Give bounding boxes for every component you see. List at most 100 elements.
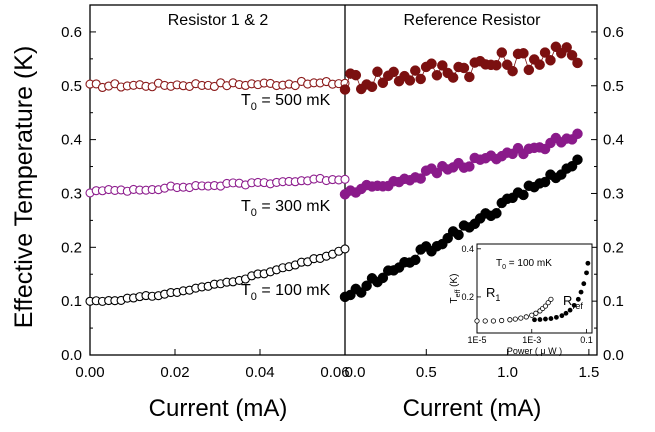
data-point — [340, 244, 350, 254]
data-point — [572, 154, 583, 165]
data-point — [415, 73, 426, 85]
data-point — [372, 66, 383, 77]
data-point — [566, 49, 578, 61]
data-point — [458, 62, 470, 74]
data-point — [545, 55, 556, 66]
data-point — [447, 72, 459, 83]
data-point — [410, 65, 421, 76]
plot-frame — [89, 4, 598, 356]
x-axis-title-right: Current (mA) — [403, 395, 542, 422]
data-point — [491, 59, 502, 71]
data-point — [539, 47, 551, 58]
inset-data-point — [563, 310, 569, 316]
inset-y-tick-label: 0.2 — [461, 292, 474, 302]
data-point — [464, 161, 475, 172]
data-point — [350, 69, 362, 81]
y-tick-label-right: 0.1 — [603, 293, 624, 310]
data-point — [388, 66, 399, 78]
inset-data-point — [554, 314, 559, 320]
inset-data-point — [571, 302, 577, 308]
y-tick-label-right: 0.5 — [603, 78, 624, 95]
inset-y-axis-title: Teff (K) — [449, 274, 462, 304]
data-point — [507, 65, 518, 77]
x-tick-label: 1.0 — [497, 364, 518, 381]
x-axis-title-left: Current (mA) — [149, 395, 288, 422]
data-point — [496, 47, 508, 58]
inset-data-point — [499, 317, 505, 324]
inset-x-tick-label: 0.1 — [580, 335, 593, 345]
y-tick-label-left: 0.6 — [61, 24, 82, 41]
inset-data-point — [567, 307, 573, 313]
inset-data-point — [581, 281, 587, 287]
data-point — [431, 167, 443, 179]
x-tick-label: 0.5 — [416, 364, 437, 381]
inset-x-tick-label: 1E-3 — [522, 335, 541, 345]
inset-data-point — [543, 316, 548, 322]
temperature-annotation: T0 = 500 mK — [241, 92, 331, 113]
y-axis-title: Effective Temperature (K) — [10, 46, 38, 329]
inset-data-point — [559, 313, 565, 319]
inset-data-point — [532, 317, 537, 323]
data-point — [410, 254, 421, 266]
inset-data-point — [518, 315, 524, 321]
x-tick-label: 0.04 — [245, 364, 274, 381]
y-tick-label-right: 0.6 — [603, 24, 624, 41]
y-tick-label-left: 0.0 — [61, 347, 82, 364]
data-point — [518, 48, 529, 59]
inset-x-axis-title: Power ( μ W ) — [507, 346, 562, 356]
inset-x-tick-label: 1E-5 — [467, 335, 486, 345]
data-point — [464, 71, 475, 83]
data-point — [437, 60, 448, 71]
y-tick-label-right: 0.4 — [603, 132, 624, 149]
inset-data-point — [512, 316, 518, 322]
data-point — [366, 81, 378, 93]
y-tick-label-left: 0.1 — [61, 293, 82, 310]
data-point — [340, 174, 350, 184]
temperature-annotation: T0 = 300 mK — [241, 198, 331, 219]
data-point — [572, 128, 583, 140]
inset-data-point — [548, 316, 554, 321]
inset-data-point — [507, 317, 513, 323]
data-point — [377, 77, 389, 89]
inset-data-point — [548, 296, 554, 302]
data-point — [518, 189, 529, 201]
x-tick-label: 0.02 — [160, 364, 189, 381]
x-tick-label: 0.0 — [345, 364, 366, 381]
y-tick-label-right: 0.0 — [603, 347, 624, 364]
data-point — [534, 59, 545, 70]
inset-data-point — [542, 303, 549, 309]
data-point — [572, 57, 583, 69]
inset-rref-label: Rref — [563, 293, 583, 311]
panel-title-right: Reference Resistor — [404, 12, 542, 29]
y-tick-label-left: 0.2 — [61, 239, 82, 256]
data-point — [415, 173, 426, 184]
inset-data-point — [533, 310, 539, 316]
data-point — [290, 81, 300, 91]
inset-data-point — [545, 300, 551, 306]
x-tick-label: 0.06 — [320, 364, 349, 381]
y-tick-label-left: 0.3 — [61, 185, 82, 202]
data-point — [539, 176, 551, 188]
data-point — [377, 272, 389, 284]
inset-data-point — [474, 318, 480, 324]
data-point — [426, 58, 437, 69]
x-tick-label: 1.5 — [578, 364, 599, 381]
inset-data-point — [537, 317, 543, 322]
data-point — [523, 64, 535, 76]
inset-temperature-label: T0 = 100 mK — [496, 258, 552, 271]
y-tick-label-left: 0.4 — [61, 132, 82, 149]
y-tick-label-left: 0.5 — [61, 78, 82, 95]
temperature-annotation: T0 = 100 mK — [241, 282, 331, 303]
data-point — [404, 75, 416, 86]
inset-data-point — [584, 270, 589, 276]
data-point — [561, 42, 572, 53]
y-tick-label-right: 0.3 — [603, 185, 624, 202]
panel-title-left: Resistor 1 & 2 — [168, 12, 269, 29]
data-point — [339, 84, 351, 95]
inset-data-point — [490, 318, 497, 324]
x-tick-label: 0.00 — [75, 364, 104, 381]
data-point — [431, 70, 443, 81]
y-tick-label-right: 0.2 — [603, 239, 624, 256]
